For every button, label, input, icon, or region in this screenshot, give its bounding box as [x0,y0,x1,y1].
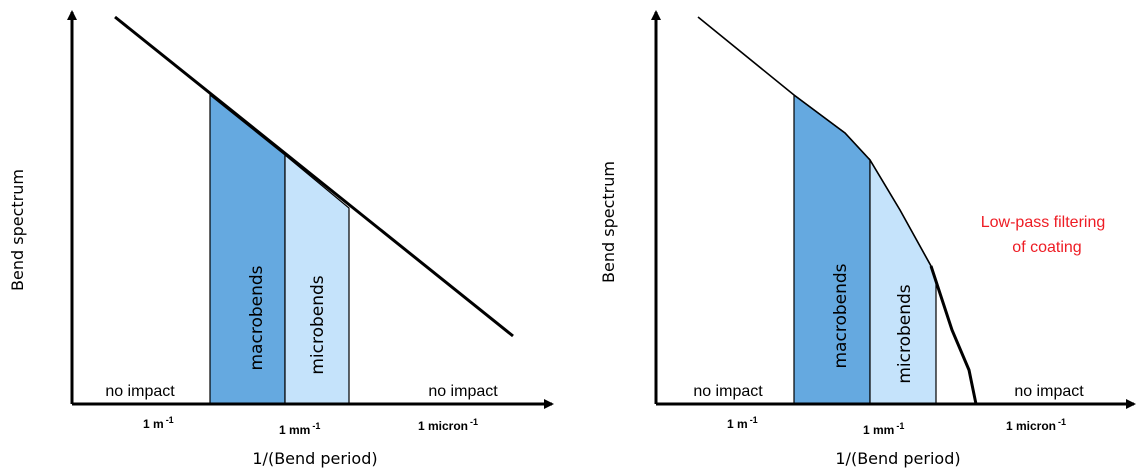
left-x-axis-label: 1/(Bend period) [252,449,377,468]
right-y-axis-label: Bend spectrum [599,161,618,283]
right-tick-1micron: 1 micron -1 [1006,417,1066,433]
low-pass-annotation-line1: Low-pass filtering [981,214,1106,231]
right-panel: Bend spectrum 1/(Bend period) macrobends… [599,10,1136,468]
right-spectrum-curve-steep [929,265,978,405]
right-x-axis-label: 1/(Bend period) [835,449,960,468]
right-no-impact-low: no impact [693,383,763,400]
left-y-axis-label: Bend spectrum [8,169,27,291]
left-tick-1mm: 1 mm -1 [279,421,320,437]
right-no-impact-high: no impact [1014,383,1084,400]
left-panel: Bend spectrum 1/(Bend period) macrobends… [8,10,554,468]
low-pass-annotation-line2: of coating [1012,239,1081,256]
left-no-impact-high: no impact [428,383,498,400]
left-macrobends-label: macrobends [247,265,267,370]
left-microbends-label: microbends [308,275,328,374]
left-tick-1micron: 1 micron -1 [418,417,478,433]
right-tick-1m: 1 m -1 [727,415,758,431]
right-tick-1mm: 1 mm -1 [863,421,904,437]
left-no-impact-low: no impact [105,383,175,400]
right-microbends-label: microbends [895,284,915,383]
left-tick-1m: 1 m -1 [143,415,174,431]
left-spectrum-line [114,15,514,338]
right-macrobends-label: macrobends [831,263,851,368]
